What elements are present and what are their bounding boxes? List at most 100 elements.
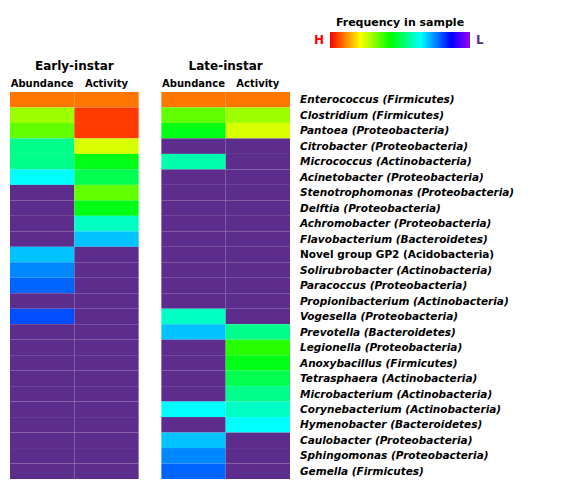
heatmap-cell [161, 402, 225, 417]
heatmap-cell [10, 402, 74, 417]
heatmap-cell [10, 448, 74, 463]
heatmap-cell [74, 464, 138, 479]
heatmap-cell [161, 386, 225, 401]
heatmap-cell [10, 231, 74, 246]
row-label: Propionibacterium (Actinobacteria) [300, 295, 509, 307]
heatmap-cell [226, 293, 290, 308]
heatmap-cell [74, 324, 138, 339]
heatmap-cell [74, 278, 138, 293]
heatmap-cell [226, 340, 290, 355]
heatmap-cell [10, 355, 74, 370]
heatmap-cell [161, 293, 225, 308]
heatmap-cell [161, 464, 225, 479]
heatmap-cell [74, 433, 138, 448]
heatmap-cell [74, 309, 138, 324]
column-label: Activity [236, 78, 280, 89]
row-label: Pantoea (Proteobacteria) [300, 124, 449, 136]
column-label: Abundance [11, 78, 74, 89]
heatmap-cell [226, 138, 290, 153]
heatmap-cell [74, 138, 138, 153]
row-label: Micrococcus (Actinobacteria) [300, 155, 472, 167]
heatmap-cell [10, 200, 74, 215]
row-label: Enterococcus (Firmicutes) [300, 93, 455, 105]
heatmap-cell [10, 92, 74, 107]
row-label: Legionella (Proteobacteria) [300, 341, 462, 353]
heatmap-cell [74, 92, 138, 107]
heatmap-cell [74, 402, 138, 417]
heatmap-cell [226, 200, 290, 215]
heatmap-cell [161, 433, 225, 448]
heatmap-cell [226, 464, 290, 479]
heatmap-cell [161, 340, 225, 355]
heatmap-cell [74, 262, 138, 277]
heatmap-cell [161, 154, 225, 169]
row-label: Novel group GP2 (Acidobacteria) [300, 248, 494, 260]
heatmap-cell [161, 216, 225, 231]
heatmap-cell [10, 138, 74, 153]
row-label: Vogesella (Proteobacteria) [300, 310, 458, 322]
row-label: Prevotella (Bacteroidetes) [300, 326, 456, 338]
heatmap-cell [74, 247, 138, 262]
heatmap-cell [10, 185, 74, 200]
heatmap-cell [74, 216, 138, 231]
heatmap-cell [161, 309, 225, 324]
heatmap-cell [74, 417, 138, 432]
heatmap-cell [74, 231, 138, 246]
heatmap-cell [226, 123, 290, 138]
row-label: Clostridium (Firmicutes) [300, 109, 444, 121]
heatmap-cell [161, 185, 225, 200]
heatmap-cell [226, 355, 290, 370]
row-label: Gemella (Firmicutes) [300, 465, 424, 477]
row-label: Sphingomonas (Proteobacteria) [300, 449, 489, 461]
row-label: Paracoccus (Proteobacteria) [300, 279, 467, 291]
heatmap-cell [74, 185, 138, 200]
heatmap-cell [74, 448, 138, 463]
heatmap-cell [161, 138, 225, 153]
heatmap-cell [226, 278, 290, 293]
heatmap-cell [10, 293, 74, 308]
heatmap-cell [161, 371, 225, 386]
heatmap-cell [74, 355, 138, 370]
colorbar-low-label: L [476, 33, 484, 47]
heatmap-cell [226, 324, 290, 339]
heatmap-cell [10, 324, 74, 339]
heatmap-cell [10, 464, 74, 479]
heatmap-cell [161, 123, 225, 138]
column-label: Activity [85, 78, 129, 89]
heatmap-cell [161, 200, 225, 215]
row-label: Acinetobacter (Proteobacteria) [299, 171, 484, 183]
heatmap-cell [10, 309, 74, 324]
cells [10, 92, 290, 479]
heatmap-cell [10, 123, 74, 138]
heatmap-cell [161, 107, 225, 122]
heatmap-cell [226, 185, 290, 200]
heatmap-cell [10, 247, 74, 262]
heatmap-cell [10, 278, 74, 293]
heatmap-cell [226, 371, 290, 386]
heatmap-cell [226, 386, 290, 401]
heatmap-cell [10, 262, 74, 277]
heatmap-cell [74, 386, 138, 401]
heatmap-cell [161, 247, 225, 262]
heatmap-cell [74, 340, 138, 355]
heatmap-cell [161, 92, 225, 107]
heatmap-cell [10, 169, 74, 184]
heatmap-cell [74, 200, 138, 215]
heatmap-cell [226, 216, 290, 231]
row-label: Achromobacter (Proteobacteria) [299, 217, 491, 229]
row-label: Citrobacter (Proteobacteria) [300, 140, 468, 152]
heatmap-cell [10, 340, 74, 355]
heatmap-cell [226, 448, 290, 463]
colorbar [330, 32, 470, 48]
heatmap-cell [10, 216, 74, 231]
heatmap-cell [161, 417, 225, 432]
row-label: Microbacterium (Actinobacteria) [300, 388, 492, 400]
row-label: Hymenobacter (Bacteroidetes) [300, 418, 482, 430]
heatmap-cell [161, 355, 225, 370]
heatmap-cell [226, 169, 290, 184]
heatmap-cell [74, 293, 138, 308]
row-label: Flavobacterium (Bacteroidetes) [300, 233, 488, 245]
heatmap-cell [74, 169, 138, 184]
colorbar-high-label: H [314, 33, 324, 47]
heatmap-cell [161, 448, 225, 463]
